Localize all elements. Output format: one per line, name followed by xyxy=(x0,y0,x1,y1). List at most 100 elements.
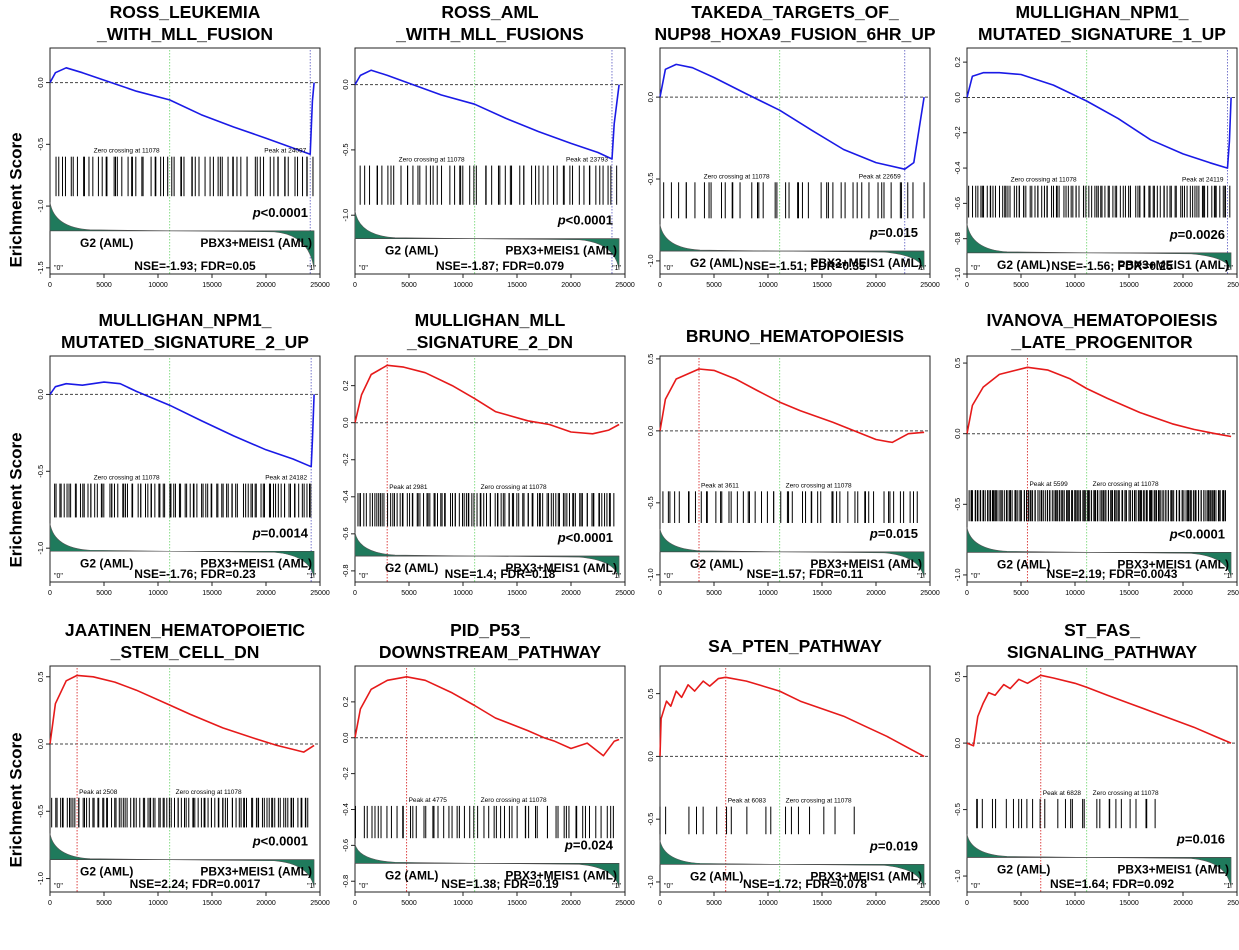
p-value: p<0.0001 xyxy=(252,834,308,849)
neg-class-label: "1" xyxy=(917,883,926,890)
y-tick-label: 0.2 xyxy=(341,697,350,707)
gsea-panel-1: ROSS_LEUKEMIA_WITH_MLL_FUSION Zero crossi… xyxy=(36,2,330,289)
chart-title-line: DOWNSTREAM_PATHWAY xyxy=(379,642,602,662)
y-tick-label: -1.0 xyxy=(646,568,655,581)
x-tick-label: 10000 xyxy=(453,900,473,907)
peak-label: Peak at 3611 xyxy=(701,482,739,489)
chart-title-line: ST_FAS_ xyxy=(1064,620,1140,640)
y-tick-label: -1.0 xyxy=(36,542,45,555)
enrichment-score-curve xyxy=(354,364,620,435)
metric-area-negative xyxy=(474,555,620,579)
zero-crossing-label: Zero crossing at 11078 xyxy=(176,789,242,796)
x-tick-label: 10000 xyxy=(1065,590,1085,597)
gsea-panel-10: PID_P53_DOWNSTREAM_PATHWAY Zero crossing … xyxy=(341,620,635,907)
plot-frame xyxy=(659,355,931,583)
hit-ticks xyxy=(968,185,1231,218)
neg-class-label: "1" xyxy=(307,573,316,580)
x-tick-label: 0 xyxy=(48,282,52,289)
enrichment-score-curve xyxy=(354,69,620,160)
metric-area-negative xyxy=(1086,857,1232,889)
group-left-label: G2 (AML) xyxy=(997,258,1050,272)
gsea-panel-2: ROSS_AML_WITH_MLL_FUSIONS Zero crossing a… xyxy=(341,2,635,289)
group-left-label: G2 (AML) xyxy=(385,244,438,258)
y-tick-label: -0.5 xyxy=(953,498,962,511)
p-value-number: =0.0026 xyxy=(1178,227,1225,242)
y-tick-label: 0.0 xyxy=(646,426,655,436)
nse-fdr-label: NSE=-1.51; FDR=0.35 xyxy=(744,259,866,273)
y-tick-label: -0.5 xyxy=(341,143,350,156)
group-right-label: PBX3+MEIS1 (AML) xyxy=(810,557,922,571)
x-tick-label: 10000 xyxy=(148,590,168,597)
x-tick-label: 20000 xyxy=(1173,282,1193,289)
enrichment-score-curve xyxy=(966,674,1232,747)
y-tick-label: 0.5 xyxy=(646,354,655,364)
hit-ticks xyxy=(359,165,618,205)
nse-fdr-label: NSE=-1.93; FDR=0.05 xyxy=(134,259,256,273)
y-tick-label: -0.4 xyxy=(341,803,350,816)
pos-class-label: "0" xyxy=(664,573,673,580)
zero-crossing-label: Zero crossing at 11078 xyxy=(399,157,465,164)
gsea-panel-8: IVANOVA_HEMATOPOIESIS_LATE_PROGENITOR Zer… xyxy=(953,310,1239,597)
chart-title-line: NUP98_HOXA9_FUSION_6HR_UP xyxy=(654,24,935,44)
p-value: p<0.0001 xyxy=(1169,526,1225,541)
x-tick-label: 0 xyxy=(353,282,357,289)
y-axis-label-row-1: Erichment Score xyxy=(7,132,27,268)
x-tick-label: 15000 xyxy=(1119,590,1139,597)
x-tick-label: 15000 xyxy=(202,590,222,597)
neg-class-label: "1" xyxy=(307,265,316,272)
enrichment-score-curve xyxy=(354,675,620,757)
y-tick-label: -0.5 xyxy=(646,173,655,186)
y-tick-label: -0.5 xyxy=(36,465,45,478)
p-value: p=0.015 xyxy=(869,526,918,541)
peak-label: Peak at 6828 xyxy=(1043,790,1082,797)
chart-title-line: _WITH_MLL_FUSIONS xyxy=(395,24,584,44)
p-value: p=0.0026 xyxy=(1169,227,1225,242)
y-tick-label: -0.2 xyxy=(341,767,350,780)
y-tick-label: -1.0 xyxy=(646,254,655,267)
pos-class-label: "0" xyxy=(664,883,673,890)
p-symbol: p xyxy=(564,837,573,852)
neg-class-label: "1" xyxy=(1224,883,1233,890)
x-tick-label: 20000 xyxy=(561,590,581,597)
y-tick-label: 0.0 xyxy=(36,389,45,399)
neg-class-label: "1" xyxy=(612,883,621,890)
hit-ticks xyxy=(662,491,918,523)
gsea-panel-5: MULLIGHAN_NPM1_MUTATED_SIGNATURE_2_UP Zer… xyxy=(36,310,330,597)
y-tick-label: -0.4 xyxy=(341,490,350,503)
nse-fdr-label: NSE=2.19; FDR=0.0043 xyxy=(1047,567,1178,581)
pos-class-label: "0" xyxy=(359,573,368,580)
y-tick-label: -0.6 xyxy=(341,839,350,852)
y-tick-label: 0.0 xyxy=(953,92,962,102)
pos-class-label: "0" xyxy=(54,883,63,890)
chart-title-line: MULLIGHAN_MLL xyxy=(415,310,566,330)
gsea-panel-11: SA_PTEN_PATHWAY Zero crossing at 11078 Pea… xyxy=(646,636,940,907)
pos-class-label: "0" xyxy=(664,265,673,272)
p-value-number: <0.0001 xyxy=(566,530,613,545)
x-tick-label: 15000 xyxy=(812,900,832,907)
y-tick-label: 0.0 xyxy=(646,92,655,102)
nse-fdr-label: NSE=-1.76; FDR=0.23 xyxy=(134,567,256,581)
y-tick-label: -0.5 xyxy=(646,496,655,509)
metric-area-negative xyxy=(1086,252,1232,271)
peak-label: Peak at 5599 xyxy=(1029,481,1068,488)
pos-class-label: "0" xyxy=(54,265,63,272)
x-tick-label: 10000 xyxy=(453,590,473,597)
enrichment-score-curve xyxy=(49,674,315,753)
x-tick-label: 15000 xyxy=(202,282,222,289)
zero-crossing-label: Zero crossing at 11078 xyxy=(1093,481,1159,488)
plot-frame xyxy=(354,47,626,275)
y-tick-label: 0.0 xyxy=(953,738,962,748)
p-value-number: <0.0001 xyxy=(1178,526,1225,541)
zero-crossing-label: Zero crossing at 11078 xyxy=(1093,790,1159,797)
group-left-label: G2 (AML) xyxy=(997,862,1050,876)
x-tick-label: 10000 xyxy=(148,900,168,907)
p-value-number: <0.0001 xyxy=(261,205,308,220)
chart-title-line: MUTATED_SIGNATURE_1_UP xyxy=(978,24,1226,44)
metric-area-negative xyxy=(474,863,620,889)
hit-ticks xyxy=(968,490,1226,522)
chart-title-line: ROSS_AML xyxy=(441,2,539,22)
p-symbol: p xyxy=(557,213,566,228)
nse-fdr-label: NSE=-1.56; FDR=0.25 xyxy=(1051,259,1173,273)
x-tick-label: 20000 xyxy=(1173,900,1193,907)
gsea-panel-9: JAATINEN_HEMATOPOIETIC_STEM_CELL_DN Zero … xyxy=(36,620,330,907)
